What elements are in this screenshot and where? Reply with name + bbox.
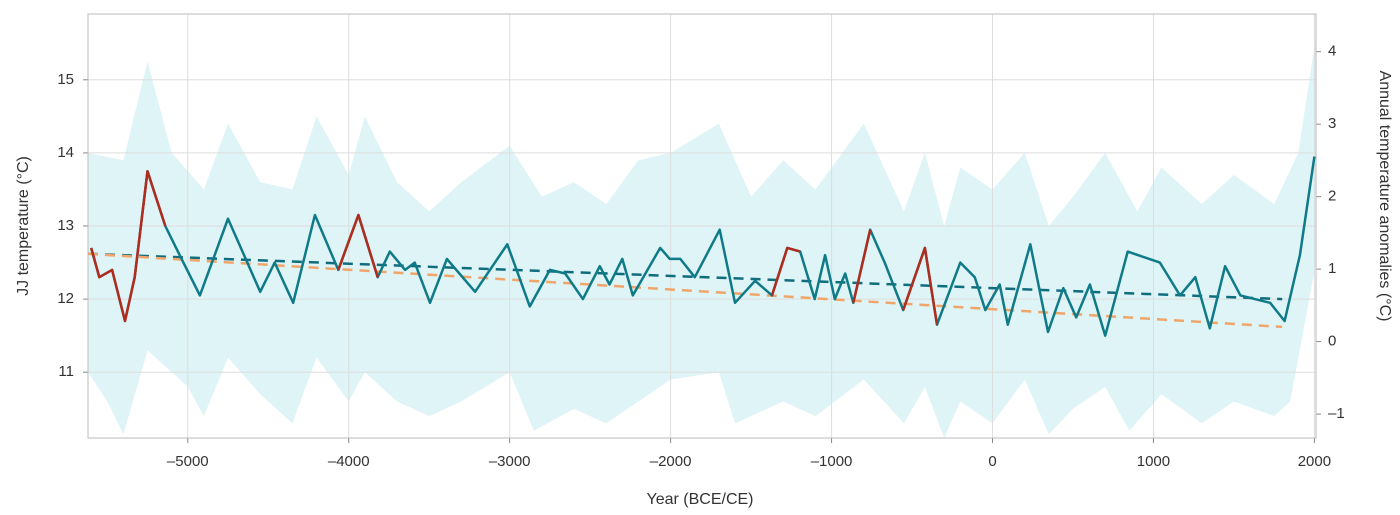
temperature-line bbox=[89, 156, 1316, 337]
trend-line bbox=[87, 252, 1283, 301]
x-tick-label: –4000 bbox=[328, 453, 370, 470]
y2-tick-label: 4 bbox=[1328, 43, 1336, 60]
y-tick-label: 13 bbox=[57, 217, 74, 234]
y2-axis-label: Annual temperature anomalies (°C) bbox=[1376, 71, 1393, 322]
y2-tick-label: 1 bbox=[1328, 260, 1336, 277]
warm-period-line bbox=[89, 169, 939, 325]
y-tick-label: 12 bbox=[57, 290, 74, 307]
x-tick-label: –2000 bbox=[650, 453, 692, 470]
y2-tick-label: –1 bbox=[1328, 405, 1345, 422]
uncertainty-band bbox=[88, 35, 1316, 439]
plot-frame bbox=[87, 13, 1317, 439]
x-tick-label: –3000 bbox=[489, 453, 531, 470]
x-tick-label: 2000 bbox=[1298, 453, 1331, 470]
y2-tick-label: 3 bbox=[1328, 115, 1336, 132]
y2-tick-label: 0 bbox=[1328, 333, 1336, 350]
y-tick-label: 14 bbox=[57, 144, 74, 161]
y2-tick-label: 2 bbox=[1328, 188, 1336, 205]
y-tick-label: 15 bbox=[57, 71, 74, 88]
trend-line bbox=[87, 252, 1283, 329]
x-tick-label: 1000 bbox=[1137, 453, 1170, 470]
x-tick-label: –1000 bbox=[811, 453, 853, 470]
x-axis-label: Year (BCE/CE) bbox=[647, 491, 754, 508]
y-axis-label: JJ temperature (°C) bbox=[15, 156, 32, 296]
y-tick-label: 11 bbox=[58, 363, 74, 380]
x-tick-label: 0 bbox=[988, 453, 996, 470]
x-tick-label: –5000 bbox=[167, 453, 209, 470]
